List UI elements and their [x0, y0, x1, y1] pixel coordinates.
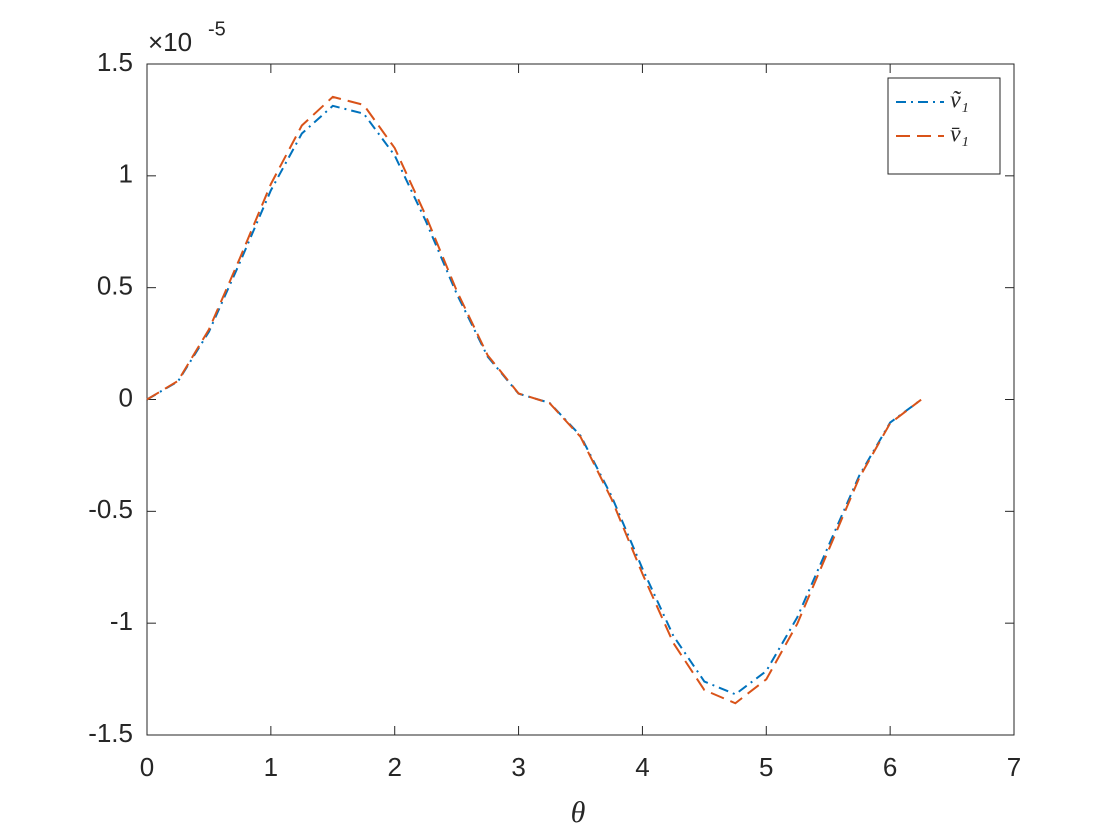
x-axis-label: θ [571, 796, 586, 829]
y-tick-label: 0.5 [97, 271, 133, 301]
x-tick-label: 2 [387, 752, 401, 782]
y-tick-label: 0 [119, 382, 133, 412]
data-line [146, 95, 922, 705]
y-tick-label: -1.5 [88, 718, 133, 748]
y-multiplier: ×10 [148, 27, 192, 57]
legend-label: ṽ₁ [950, 88, 969, 114]
y-exponent: -5 [208, 18, 226, 40]
y-tick-label: -0.5 [88, 494, 133, 524]
x-tick-label: 5 [759, 752, 773, 782]
x-tick-label: 1 [264, 752, 278, 782]
legend-box [887, 77, 1001, 175]
y-tick-label: 1 [119, 159, 133, 189]
legend-label: v̄₁ [950, 122, 969, 148]
x-tick-label: 0 [140, 752, 154, 782]
x-tick-label: 3 [511, 752, 525, 782]
x-tick-label: 7 [1007, 752, 1021, 782]
x-tick-label: 6 [883, 752, 897, 782]
y-tick-label: 1.5 [97, 47, 133, 77]
y-tick-label: -1 [110, 606, 133, 636]
x-tick-label: 4 [635, 752, 649, 782]
